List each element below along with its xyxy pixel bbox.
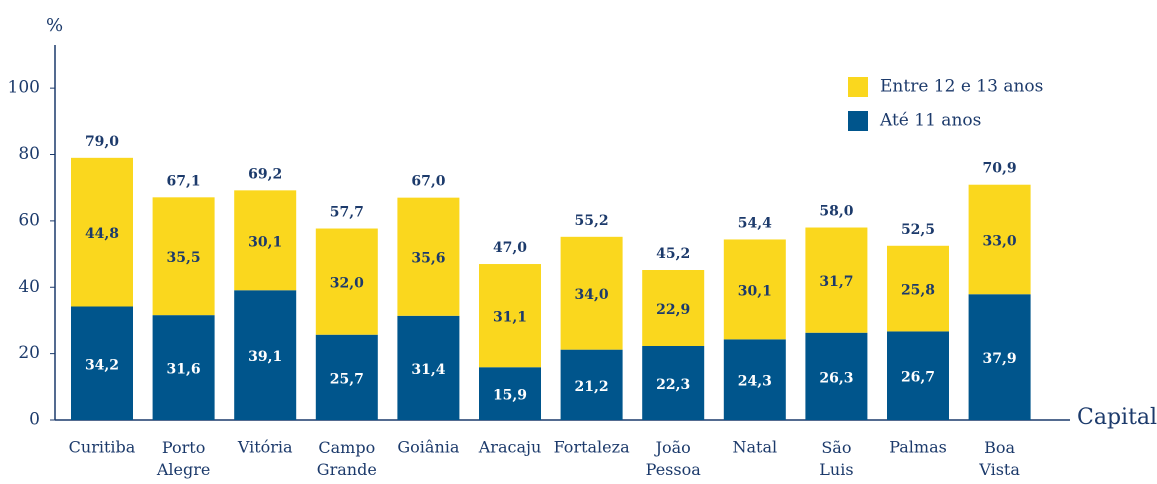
value-label: 25,7 — [330, 371, 364, 387]
value-label: 34,2 — [85, 357, 119, 373]
bar-segment — [71, 157, 133, 307]
total-label: 69,2 — [248, 166, 282, 182]
value-label: 39,1 — [248, 349, 282, 365]
legend-label: Entre 12 e 13 anos — [880, 77, 1043, 97]
value-label: 37,9 — [983, 351, 1017, 367]
legend-label: Até 11 anos — [879, 111, 981, 131]
bar-segment — [723, 239, 786, 340]
total-label: 54,4 — [738, 215, 772, 231]
total-label: 67,0 — [411, 174, 445, 190]
x-tick-label: Natal — [732, 438, 777, 457]
value-label: 25,8 — [901, 283, 935, 299]
total-label: 52,5 — [901, 222, 935, 238]
y-tick-label: 20 — [18, 343, 40, 363]
bar-segment — [805, 332, 868, 420]
value-label: 30,1 — [738, 283, 772, 299]
y-axis-label: % — [46, 15, 63, 36]
bar-segment — [234, 290, 297, 420]
bar-segment — [968, 184, 1031, 295]
bar-segment — [805, 227, 868, 333]
value-label: 33,0 — [983, 233, 1017, 249]
bar-segment — [234, 190, 297, 291]
bar-segment — [315, 334, 378, 420]
value-label: 21,2 — [575, 379, 609, 395]
x-tick-label: Curitiba — [69, 438, 136, 457]
total-label: 55,2 — [575, 213, 609, 229]
x-tick-label: Aracaju — [478, 438, 542, 457]
total-label: 70,9 — [983, 161, 1017, 177]
value-label: 31,1 — [493, 310, 527, 326]
bar-segment — [887, 331, 949, 420]
bar-segment — [560, 236, 623, 350]
total-label: 58,0 — [819, 204, 853, 220]
value-label: 31,7 — [819, 274, 853, 290]
x-tick-label: Palmas — [889, 438, 947, 457]
value-label: 24,3 — [738, 374, 772, 390]
value-label: 34,0 — [575, 287, 609, 303]
total-label: 47,0 — [493, 240, 527, 256]
x-axis-label: Capital — [1077, 405, 1157, 430]
total-label: 79,0 — [85, 134, 119, 150]
x-tick-label: Boa Vista — [978, 438, 1020, 479]
legend-swatch — [848, 77, 868, 97]
value-label: 32,0 — [330, 276, 364, 292]
y-tick-label: 80 — [18, 144, 40, 164]
value-label: 22,3 — [656, 377, 690, 393]
bar-segment — [152, 197, 215, 316]
bar-segment — [968, 294, 1031, 420]
legend-swatch — [848, 111, 868, 131]
total-label: 45,2 — [656, 246, 690, 262]
bar-segment — [71, 306, 133, 420]
bar-segment — [560, 349, 623, 420]
value-label: 30,1 — [248, 234, 282, 250]
bar-segment — [397, 197, 460, 316]
value-label: 35,5 — [167, 250, 201, 266]
x-tick-label: Campo Grande — [317, 438, 377, 479]
value-label: 26,7 — [901, 370, 935, 386]
y-tick-label: 0 — [29, 410, 40, 430]
y-tick-label: 100 — [8, 78, 40, 98]
value-label: 35,6 — [411, 251, 445, 267]
x-tick-label: Fortaleza — [554, 438, 630, 457]
y-tick-label: 60 — [18, 210, 40, 230]
total-label: 67,1 — [167, 173, 201, 189]
bar-segment — [315, 228, 378, 335]
x-tick-label: Vitória — [237, 438, 293, 457]
bar-segment — [723, 339, 786, 420]
bar-segment — [479, 264, 541, 368]
value-label: 31,4 — [411, 362, 445, 378]
x-tick-label: São Luis — [819, 438, 853, 479]
bar-segment — [479, 367, 541, 420]
total-label: 57,7 — [330, 205, 364, 221]
value-label: 44,8 — [85, 226, 119, 242]
x-tick-label: João Pessoa — [646, 438, 702, 479]
bar-segment — [642, 270, 705, 346]
x-tick-label: Porto Alegre — [156, 438, 211, 479]
value-label: 31,6 — [167, 362, 201, 378]
bar-segment — [397, 315, 460, 420]
y-tick-label: 40 — [18, 277, 40, 297]
value-label: 22,9 — [656, 302, 690, 318]
bar-segment — [152, 315, 215, 420]
value-label: 26,3 — [819, 370, 853, 386]
value-label: 15,9 — [493, 388, 527, 404]
x-tick-label: Goiânia — [397, 438, 459, 457]
bar-segment — [642, 345, 705, 420]
bar-segment — [887, 245, 949, 332]
